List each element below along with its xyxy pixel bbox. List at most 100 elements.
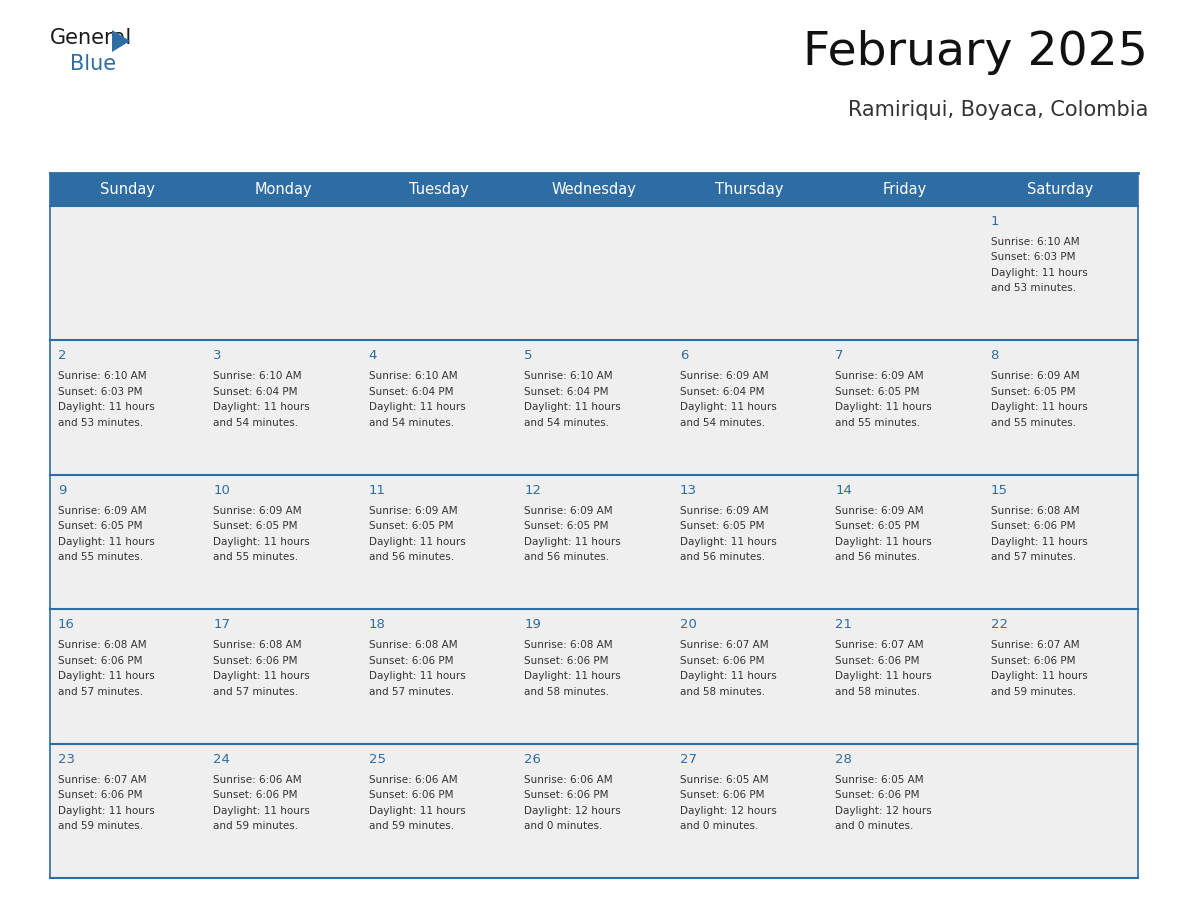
Text: Sunset: 6:06 PM: Sunset: 6:06 PM — [680, 655, 764, 666]
Bar — [671, 475, 827, 610]
Bar — [206, 475, 361, 610]
Text: Daylight: 11 hours: Daylight: 11 hours — [680, 671, 777, 681]
Text: and 0 minutes.: and 0 minutes. — [524, 821, 602, 831]
Text: Sunset: 6:06 PM: Sunset: 6:06 PM — [368, 655, 454, 666]
Text: and 59 minutes.: and 59 minutes. — [214, 821, 298, 831]
Bar — [50, 475, 206, 610]
Text: Sunset: 6:06 PM: Sunset: 6:06 PM — [835, 790, 920, 800]
Text: Daylight: 11 hours: Daylight: 11 hours — [991, 671, 1087, 681]
Text: Sunrise: 6:09 AM: Sunrise: 6:09 AM — [368, 506, 457, 516]
Text: and 58 minutes.: and 58 minutes. — [680, 687, 765, 697]
Text: 12: 12 — [524, 484, 542, 497]
Text: Sunset: 6:05 PM: Sunset: 6:05 PM — [214, 521, 298, 532]
Text: 25: 25 — [368, 753, 386, 766]
Text: Sunset: 6:06 PM: Sunset: 6:06 PM — [368, 790, 454, 800]
Text: Sunrise: 6:10 AM: Sunrise: 6:10 AM — [991, 237, 1079, 247]
Text: Sunrise: 6:05 AM: Sunrise: 6:05 AM — [680, 775, 769, 785]
Text: Sunset: 6:04 PM: Sunset: 6:04 PM — [368, 386, 454, 397]
Text: and 0 minutes.: and 0 minutes. — [835, 821, 914, 831]
Text: Daylight: 11 hours: Daylight: 11 hours — [214, 402, 310, 412]
Text: Sunrise: 6:07 AM: Sunrise: 6:07 AM — [58, 775, 146, 785]
Bar — [517, 206, 671, 341]
Text: Sunset: 6:05 PM: Sunset: 6:05 PM — [835, 521, 920, 532]
Text: and 53 minutes.: and 53 minutes. — [991, 284, 1075, 294]
Bar — [827, 475, 982, 610]
Text: and 59 minutes.: and 59 minutes. — [58, 821, 143, 831]
Text: and 58 minutes.: and 58 minutes. — [835, 687, 921, 697]
Bar — [517, 744, 671, 878]
Text: Sunrise: 6:08 AM: Sunrise: 6:08 AM — [991, 506, 1079, 516]
Text: Sunrise: 6:08 AM: Sunrise: 6:08 AM — [58, 640, 146, 650]
Bar — [517, 610, 671, 744]
Text: Daylight: 11 hours: Daylight: 11 hours — [835, 402, 931, 412]
Text: Daylight: 11 hours: Daylight: 11 hours — [214, 806, 310, 815]
Bar — [671, 341, 827, 475]
Text: Sunrise: 6:10 AM: Sunrise: 6:10 AM — [524, 372, 613, 381]
Text: Sunrise: 6:10 AM: Sunrise: 6:10 AM — [58, 372, 146, 381]
Text: and 53 minutes.: and 53 minutes. — [58, 418, 143, 428]
Text: 9: 9 — [58, 484, 67, 497]
Text: Sunrise: 6:06 AM: Sunrise: 6:06 AM — [368, 775, 457, 785]
Text: Sunrise: 6:07 AM: Sunrise: 6:07 AM — [680, 640, 769, 650]
Text: Daylight: 11 hours: Daylight: 11 hours — [58, 537, 154, 547]
Text: Sunset: 6:03 PM: Sunset: 6:03 PM — [991, 252, 1075, 263]
Text: Sunset: 6:06 PM: Sunset: 6:06 PM — [214, 655, 298, 666]
Text: and 57 minutes.: and 57 minutes. — [214, 687, 298, 697]
Text: Sunrise: 6:10 AM: Sunrise: 6:10 AM — [214, 372, 302, 381]
Text: General: General — [50, 28, 132, 48]
Text: Sunrise: 6:06 AM: Sunrise: 6:06 AM — [524, 775, 613, 785]
Text: and 55 minutes.: and 55 minutes. — [214, 553, 298, 563]
Text: and 59 minutes.: and 59 minutes. — [368, 821, 454, 831]
Text: February 2025: February 2025 — [803, 30, 1148, 75]
Text: 27: 27 — [680, 753, 696, 766]
Text: Daylight: 11 hours: Daylight: 11 hours — [524, 537, 621, 547]
Bar — [50, 206, 206, 341]
Text: Sunrise: 6:08 AM: Sunrise: 6:08 AM — [214, 640, 302, 650]
Bar — [671, 206, 827, 341]
Text: and 0 minutes.: and 0 minutes. — [680, 821, 758, 831]
Text: Sunset: 6:03 PM: Sunset: 6:03 PM — [58, 386, 143, 397]
Bar — [517, 341, 671, 475]
Text: Sunset: 6:06 PM: Sunset: 6:06 PM — [58, 790, 143, 800]
Text: Sunset: 6:06 PM: Sunset: 6:06 PM — [524, 790, 608, 800]
Text: Sunrise: 6:09 AM: Sunrise: 6:09 AM — [214, 506, 302, 516]
Text: Sunrise: 6:05 AM: Sunrise: 6:05 AM — [835, 775, 924, 785]
Text: Sunrise: 6:06 AM: Sunrise: 6:06 AM — [214, 775, 302, 785]
Text: Daylight: 11 hours: Daylight: 11 hours — [58, 402, 154, 412]
Text: Sunset: 6:06 PM: Sunset: 6:06 PM — [991, 655, 1075, 666]
Text: Sunset: 6:05 PM: Sunset: 6:05 PM — [991, 386, 1075, 397]
Text: and 55 minutes.: and 55 minutes. — [58, 553, 143, 563]
Text: Sunset: 6:06 PM: Sunset: 6:06 PM — [214, 790, 298, 800]
Text: 17: 17 — [214, 618, 230, 632]
Text: 26: 26 — [524, 753, 542, 766]
Text: Saturday: Saturday — [1028, 182, 1093, 197]
Text: Friday: Friday — [883, 182, 927, 197]
Text: Sunrise: 6:09 AM: Sunrise: 6:09 AM — [58, 506, 146, 516]
Text: Sunset: 6:04 PM: Sunset: 6:04 PM — [214, 386, 298, 397]
Bar — [982, 610, 1138, 744]
Text: 28: 28 — [835, 753, 852, 766]
Bar — [827, 744, 982, 878]
Bar — [827, 610, 982, 744]
Text: Wednesday: Wednesday — [551, 182, 637, 197]
Text: Sunset: 6:05 PM: Sunset: 6:05 PM — [524, 521, 608, 532]
Text: Ramiriqui, Boyaca, Colombia: Ramiriqui, Boyaca, Colombia — [847, 100, 1148, 120]
Text: Daylight: 11 hours: Daylight: 11 hours — [368, 806, 466, 815]
Text: 18: 18 — [368, 618, 386, 632]
Text: 5: 5 — [524, 350, 532, 363]
Text: Daylight: 11 hours: Daylight: 11 hours — [680, 402, 777, 412]
Bar — [361, 475, 517, 610]
Text: Sunset: 6:04 PM: Sunset: 6:04 PM — [524, 386, 608, 397]
Text: and 57 minutes.: and 57 minutes. — [368, 687, 454, 697]
Text: Monday: Monday — [254, 182, 312, 197]
Text: 2: 2 — [58, 350, 67, 363]
Text: Daylight: 11 hours: Daylight: 11 hours — [214, 537, 310, 547]
Text: Sunset: 6:05 PM: Sunset: 6:05 PM — [368, 521, 454, 532]
Text: Sunset: 6:06 PM: Sunset: 6:06 PM — [58, 655, 143, 666]
Text: Sunrise: 6:09 AM: Sunrise: 6:09 AM — [835, 506, 924, 516]
Text: Sunset: 6:06 PM: Sunset: 6:06 PM — [524, 655, 608, 666]
Bar — [671, 610, 827, 744]
Text: Thursday: Thursday — [715, 182, 784, 197]
Text: Daylight: 12 hours: Daylight: 12 hours — [835, 806, 931, 815]
Text: Sunrise: 6:07 AM: Sunrise: 6:07 AM — [835, 640, 924, 650]
